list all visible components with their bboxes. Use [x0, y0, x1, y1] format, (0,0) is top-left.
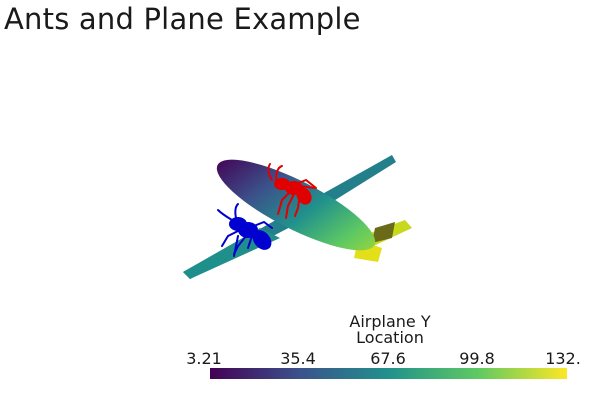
scalar-bar-title-line1: Airplane Y [349, 312, 431, 331]
scalar-bar-colorbar [210, 368, 567, 379]
scalar-bar-tick: 99.8 [459, 349, 495, 368]
ant-blue [217, 203, 273, 257]
scalar-bar-tick: 3.21 [186, 349, 222, 368]
scalar-bar-title-line2: Location [356, 328, 424, 347]
airplane-fuselage [216, 159, 376, 251]
ant-red [267, 163, 317, 219]
scalar-bar-title: Airplane Y Location [330, 314, 450, 346]
scalar-bar-tick: 132. [545, 349, 581, 368]
plot-title: Ants and Plane Example [4, 2, 361, 36]
scalar-bar-tick: 35.4 [280, 349, 316, 368]
airplane-stabilizer-shade [372, 222, 395, 243]
scalar-bar-tick: 67.6 [370, 349, 406, 368]
